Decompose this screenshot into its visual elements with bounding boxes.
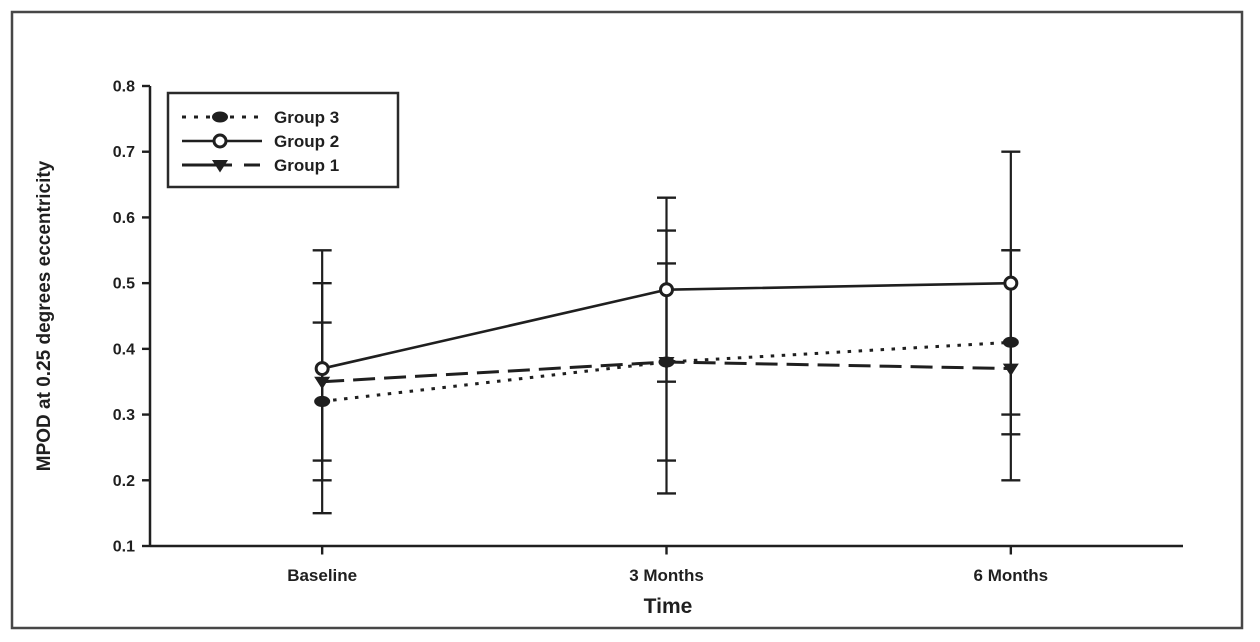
x-tick-label-6-months: 6 Months xyxy=(974,566,1049,585)
marker-group-3-3-months xyxy=(658,356,675,368)
x-tick-label-3-months: 3 Months xyxy=(629,566,704,585)
legend-item-group-1: Group 1 xyxy=(182,156,339,175)
marker-group-3-baseline xyxy=(314,395,331,407)
y-tick-label: 0.4 xyxy=(113,341,135,358)
marker-group-1-6-months xyxy=(1002,363,1019,377)
y-tick-label: 0.3 xyxy=(113,407,135,424)
marker-group-3-6-months xyxy=(1002,336,1019,348)
y-tick-label: 0.2 xyxy=(113,473,135,490)
y-tick-label: 0.6 xyxy=(113,210,135,227)
legend-filled-triangle-down-icon xyxy=(212,160,228,173)
legend-label-group-2: Group 2 xyxy=(274,132,339,151)
y-tick-label: 0.1 xyxy=(113,539,135,556)
y-axis-title: MPOD at 0.25 degrees eccentricity xyxy=(34,160,55,471)
legend-label-group-3: Group 3 xyxy=(274,108,339,127)
marker-group-2-baseline xyxy=(314,361,330,377)
y-tick-label: 0.8 xyxy=(113,79,135,96)
legend-item-group-2: Group 2 xyxy=(182,132,339,151)
legend-item-group-3: Group 3 xyxy=(182,108,339,127)
x-axis-title: Time xyxy=(644,595,693,618)
legend-box: Group 3 Group 2 Group 1 xyxy=(166,91,400,189)
x-tick-label-baseline: Baseline xyxy=(287,566,357,585)
y-tick-label: 0.7 xyxy=(113,144,135,161)
marker-group-2-3-months xyxy=(659,282,674,298)
marker-group-2-6-months xyxy=(1003,275,1019,291)
marker-group-1-baseline xyxy=(314,376,331,390)
legend-filled-ellipse-icon xyxy=(212,111,228,123)
y-tick-label: 0.5 xyxy=(113,276,135,293)
legend-label-group-1: Group 1 xyxy=(274,156,339,175)
figure-border xyxy=(10,10,1244,630)
error-bar-group-1-baseline xyxy=(312,321,332,462)
legend-open-circle-icon xyxy=(212,133,228,149)
